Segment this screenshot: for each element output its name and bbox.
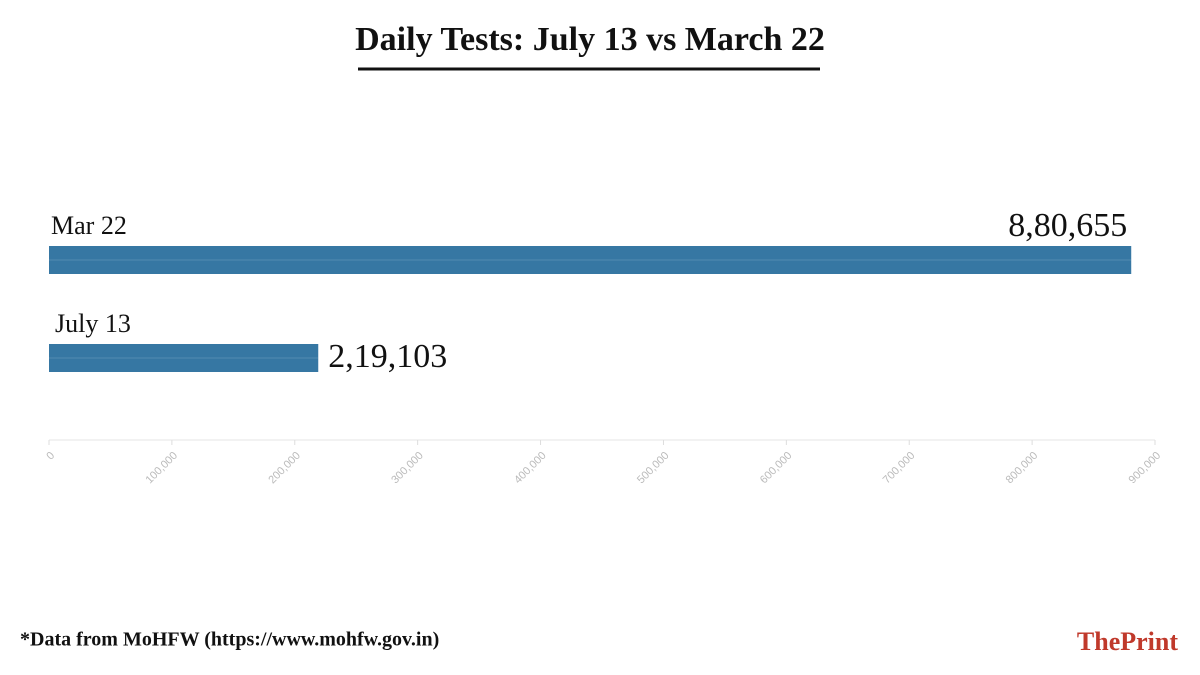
chart-title: Daily Tests: July 13 vs March 22 [355, 21, 825, 58]
logo: ThePrint [1077, 627, 1178, 656]
bar [49, 246, 1132, 274]
x-tick-label: 300,000 [389, 450, 426, 487]
x-tick-label: 900,000 [1127, 450, 1164, 487]
x-tick-label: 700,000 [881, 450, 918, 487]
x-tick-label: 0 [44, 450, 57, 463]
x-tick-label: 200,000 [266, 450, 303, 487]
source-note: *Data from MoHFW (https://www.mohfw.gov.… [20, 629, 439, 651]
x-tick-label: 600,000 [758, 450, 795, 487]
value-label: 8,80,655 [1008, 207, 1127, 244]
x-tick-label: 400,000 [512, 450, 549, 487]
value-label: 2,19,103 [328, 338, 447, 375]
logo-prefix: The [1077, 627, 1120, 656]
x-tick-label: 800,000 [1004, 450, 1041, 487]
x-tick-label: 100,000 [143, 450, 180, 487]
logo-suffix: Print [1120, 627, 1178, 656]
bar [49, 344, 319, 372]
category-label: July 13 [55, 309, 131, 338]
category-label: Mar 22 [51, 211, 127, 240]
x-tick-label: 500,000 [635, 450, 672, 487]
